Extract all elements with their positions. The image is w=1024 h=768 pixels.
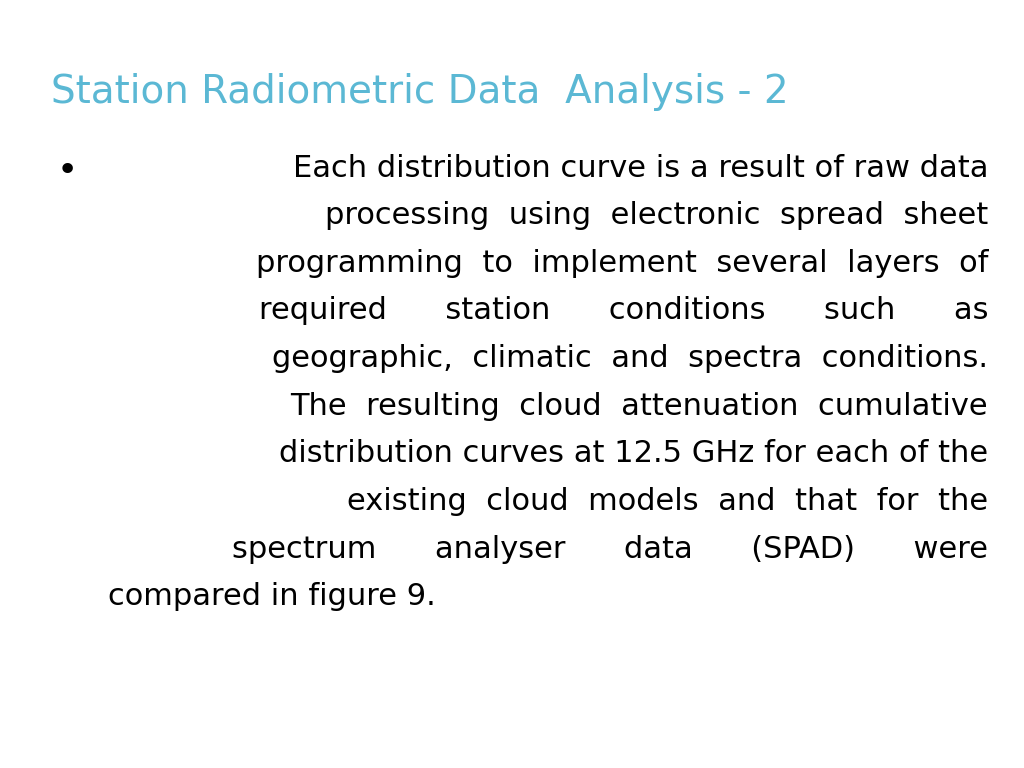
Text: spectrum      analyser      data      (SPAD)      were: spectrum analyser data (SPAD) were [232, 535, 988, 564]
Text: existing  cloud  models  and  that  for  the: existing cloud models and that for the [347, 487, 988, 516]
Text: •: • [56, 154, 78, 187]
Text: required      station      conditions      such      as: required station conditions such as [259, 296, 988, 326]
Text: Station Radiometric Data  Analysis - 2: Station Radiometric Data Analysis - 2 [51, 73, 788, 111]
Text: programming  to  implement  several  layers  of: programming to implement several layers … [256, 249, 988, 278]
Text: geographic,  climatic  and  spectra  conditions.: geographic, climatic and spectra conditi… [272, 344, 988, 373]
Text: Each distribution curve is a result of raw data: Each distribution curve is a result of r… [293, 154, 988, 183]
Text: processing  using  electronic  spread  sheet: processing using electronic spread sheet [325, 201, 988, 230]
Text: compared in figure 9.: compared in figure 9. [108, 582, 435, 611]
Text: The  resulting  cloud  attenuation  cumulative: The resulting cloud attenuation cumulati… [291, 392, 988, 421]
Text: distribution curves at 12.5 GHz for each of the: distribution curves at 12.5 GHz for each… [279, 439, 988, 468]
